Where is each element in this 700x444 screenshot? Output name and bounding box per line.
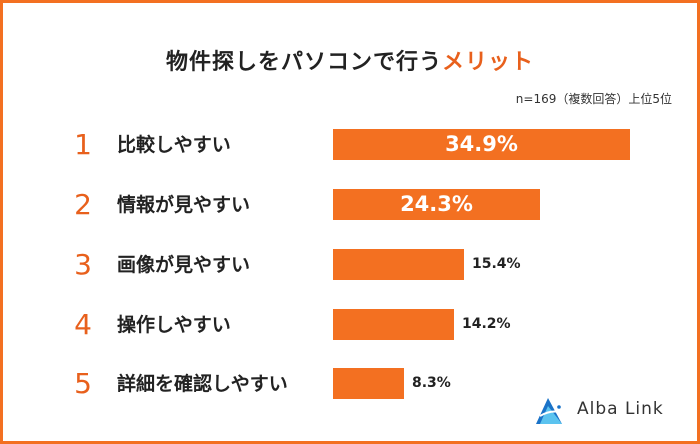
bar (333, 189, 540, 220)
bar-row: 1 比較しやすい 34.9% (0, 129, 700, 161)
value-label: 14.2% (462, 316, 511, 332)
rank-number: 3 (74, 248, 92, 281)
value-label: 15.4% (472, 256, 521, 272)
sample-note: n=169（複数回答）上位5位 (515, 92, 672, 106)
category-label: 比較しやすい (117, 134, 231, 156)
alba-link-logo-icon (536, 398, 562, 424)
value-label: 24.3% (400, 192, 473, 216)
bar-row: 4 操作しやすい 14.2% (0, 309, 700, 341)
rank-number: 2 (74, 188, 92, 221)
title-accent: メリット (442, 50, 535, 75)
title-main: 物件探しをパソコンで行う (165, 50, 442, 75)
bar-row: 5 詳細を確認しやすい 8.3% (0, 368, 700, 400)
category-label: 情報が見やすい (117, 194, 251, 216)
rank-number: 5 (74, 367, 92, 400)
bar (333, 368, 404, 399)
logo-text: Alba Link (577, 399, 664, 419)
value-label: 34.9% (445, 132, 518, 156)
bar-row: 3 画像が見やすい 15.4% (0, 249, 700, 281)
category-label: 画像が見やすい (117, 254, 251, 276)
bar-row: 2 情報が見やすい 24.3% (0, 189, 700, 221)
bar (333, 129, 630, 160)
chart-title: 物件探しをパソコンで行うメリット (0, 44, 700, 76)
category-label: 操作しやすい (117, 314, 231, 336)
bar (333, 309, 454, 340)
rank-number: 4 (74, 308, 92, 341)
value-label: 8.3% (412, 375, 451, 391)
rank-number: 1 (74, 128, 92, 161)
bar (333, 249, 464, 280)
category-label: 詳細を確認しやすい (117, 373, 288, 395)
